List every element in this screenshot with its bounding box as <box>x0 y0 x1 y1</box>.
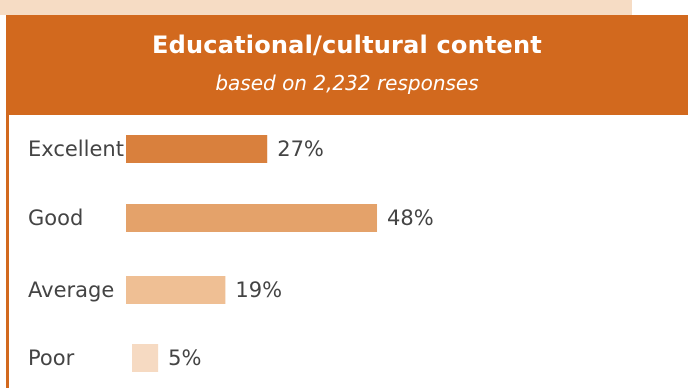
value-label-average: 19% <box>235 278 282 302</box>
bar-excellent <box>126 135 268 163</box>
value-label-excellent: 27% <box>277 137 324 161</box>
chart-title: Educational/cultural content <box>152 31 542 59</box>
value-label-poor: 5% <box>168 346 201 370</box>
value-label-good: 48% <box>387 206 434 230</box>
chart-subtitle: based on 2,232 responses <box>215 71 479 95</box>
category-label-poor: Poor <box>28 346 75 370</box>
category-label-good: Good <box>28 206 83 230</box>
page-background-band <box>0 0 632 15</box>
bar-average <box>126 276 226 304</box>
chart-header: Educational/cultural content based on 2,… <box>6 15 688 115</box>
bar-good <box>126 204 378 232</box>
category-label-excellent: Excellent <box>28 137 124 161</box>
bar-poor <box>132 344 159 372</box>
card-left-border <box>6 15 9 388</box>
category-label-average: Average <box>28 278 114 302</box>
